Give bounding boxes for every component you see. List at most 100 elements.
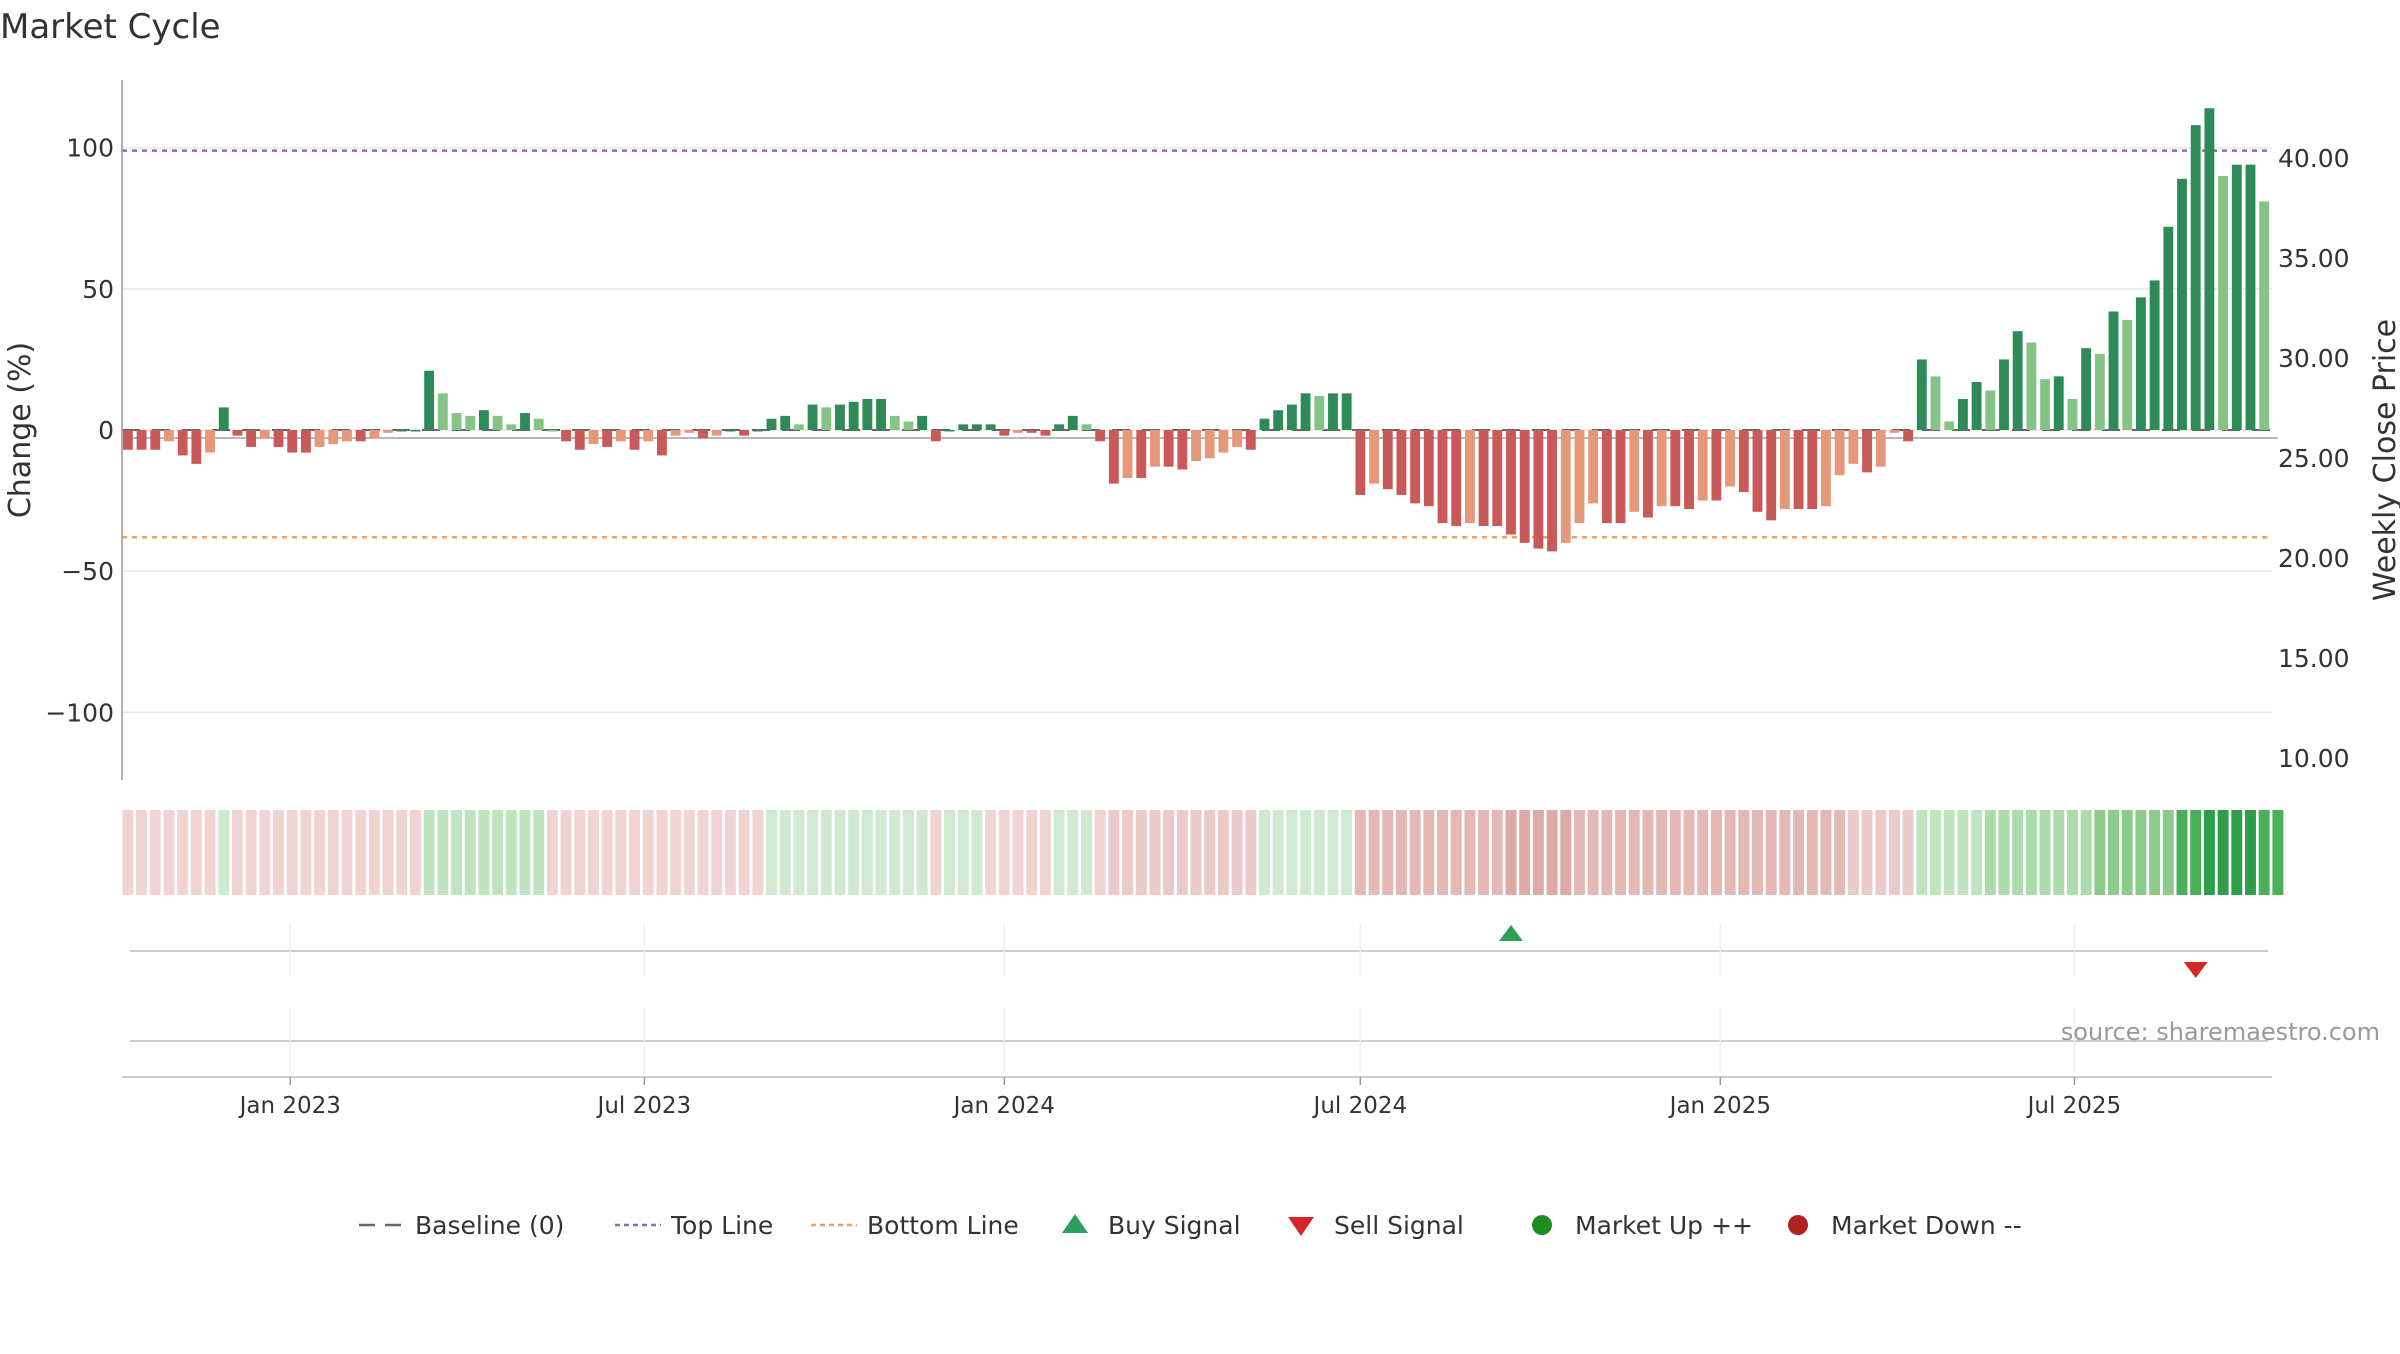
band-cell: [218, 810, 230, 895]
band-cell: [368, 810, 380, 895]
legend-item: Market Down --: [1788, 1211, 2022, 1240]
chart-title: Market Cycle: [0, 7, 221, 47]
bar: [177, 430, 188, 456]
band-cell: [2025, 810, 2037, 895]
bar: [1916, 359, 1927, 430]
band-cell: [314, 810, 326, 895]
bar: [1245, 430, 1256, 450]
band-cell: [711, 810, 723, 895]
bar: [1944, 421, 1955, 430]
band-cell: [601, 810, 613, 895]
bar: [2163, 226, 2174, 430]
bar: [1643, 430, 1653, 518]
bar: [999, 430, 1010, 436]
y-tick-label: 100: [66, 134, 114, 163]
bar: [574, 430, 585, 450]
band-cell: [1532, 810, 1544, 895]
band-cell: [1012, 810, 1024, 895]
y-tick-label: −50: [61, 557, 114, 586]
axes-group: 100 50 0 −50 −100 Change (%) 40.00 35.00 30.00 25…: [3, 80, 2400, 780]
band-cell: [2135, 810, 2147, 895]
band-cell: [437, 810, 449, 895]
bar: [218, 407, 229, 430]
legend: Baseline (0) Top Line Bottom Line Buy Signa…: [359, 1211, 2022, 1240]
bar: [1464, 430, 1475, 524]
band-cell: [1806, 810, 1818, 895]
band-cell: [2066, 810, 2078, 895]
bar: [2122, 319, 2133, 430]
bar: [437, 393, 448, 430]
bar: [917, 415, 928, 430]
band-cell: [560, 810, 572, 895]
bar: [2177, 178, 2187, 430]
bar: [369, 430, 380, 439]
band-cell: [478, 810, 490, 895]
bar: [1601, 430, 1612, 524]
band-cell: [505, 810, 517, 895]
band-cell: [1327, 810, 1339, 895]
band-cell: [752, 810, 764, 895]
band-cell: [861, 810, 873, 895]
bar: [1191, 430, 1201, 462]
band-cell: [1615, 810, 1627, 895]
band-cell: [656, 810, 668, 895]
bar: [2204, 108, 2215, 431]
band-cell: [1847, 810, 1859, 895]
band-cell: [2149, 810, 2161, 895]
band-cell: [1286, 810, 1298, 895]
bar: [410, 430, 421, 432]
bar: [629, 430, 640, 450]
band-cell: [1888, 810, 1900, 895]
band-cell: [1683, 810, 1695, 895]
y2-tick-label: 15.00: [2278, 644, 2350, 673]
band-cell: [1642, 810, 1654, 895]
bar: [1793, 430, 1804, 510]
band-cell: [2217, 810, 2229, 895]
bar: [424, 370, 435, 430]
bar: [698, 430, 708, 439]
y-tick-label: 0: [98, 416, 114, 445]
band-cell: [1930, 810, 1941, 895]
bar: [1204, 430, 1215, 459]
bar: [355, 430, 366, 442]
bar: [1150, 430, 1160, 467]
bar: [328, 430, 339, 445]
bar: [259, 430, 270, 439]
band-cell: [163, 810, 175, 895]
bar: [342, 430, 352, 442]
band-cell: [1779, 810, 1791, 895]
bar: [1040, 430, 1051, 436]
legend-triangle-up-icon: [1062, 1214, 1088, 1233]
legend-item: Buy Signal: [1062, 1211, 1241, 1240]
bar: [684, 430, 695, 433]
band-cell: [1067, 810, 1079, 895]
band-cell: [2012, 810, 2024, 895]
band-cell: [1478, 810, 1490, 895]
band-cell: [1135, 810, 1147, 895]
bar: [793, 424, 804, 430]
bar: [1081, 424, 1092, 430]
band-cell: [1450, 810, 1462, 895]
bar: [1903, 430, 1914, 442]
bar: [1286, 404, 1297, 430]
bar: [506, 424, 517, 430]
band-cell: [1354, 810, 1366, 895]
band-cell: [341, 810, 353, 895]
band-cell: [574, 810, 586, 895]
band-cell: [1861, 810, 1873, 895]
bar: [246, 430, 257, 447]
bar: [520, 413, 530, 430]
bars-group: [122, 108, 2270, 552]
bar: [451, 413, 462, 430]
bar: [1670, 430, 1681, 507]
band-cell: [122, 810, 134, 895]
bar: [1519, 430, 1530, 543]
band-cell: [273, 810, 284, 895]
sell-signal-marker: [2183, 962, 2208, 978]
band-cell: [985, 810, 997, 895]
band-cell: [1738, 810, 1750, 895]
band-cell: [998, 810, 1010, 895]
bar: [2259, 201, 2270, 430]
bar: [1725, 430, 1736, 487]
